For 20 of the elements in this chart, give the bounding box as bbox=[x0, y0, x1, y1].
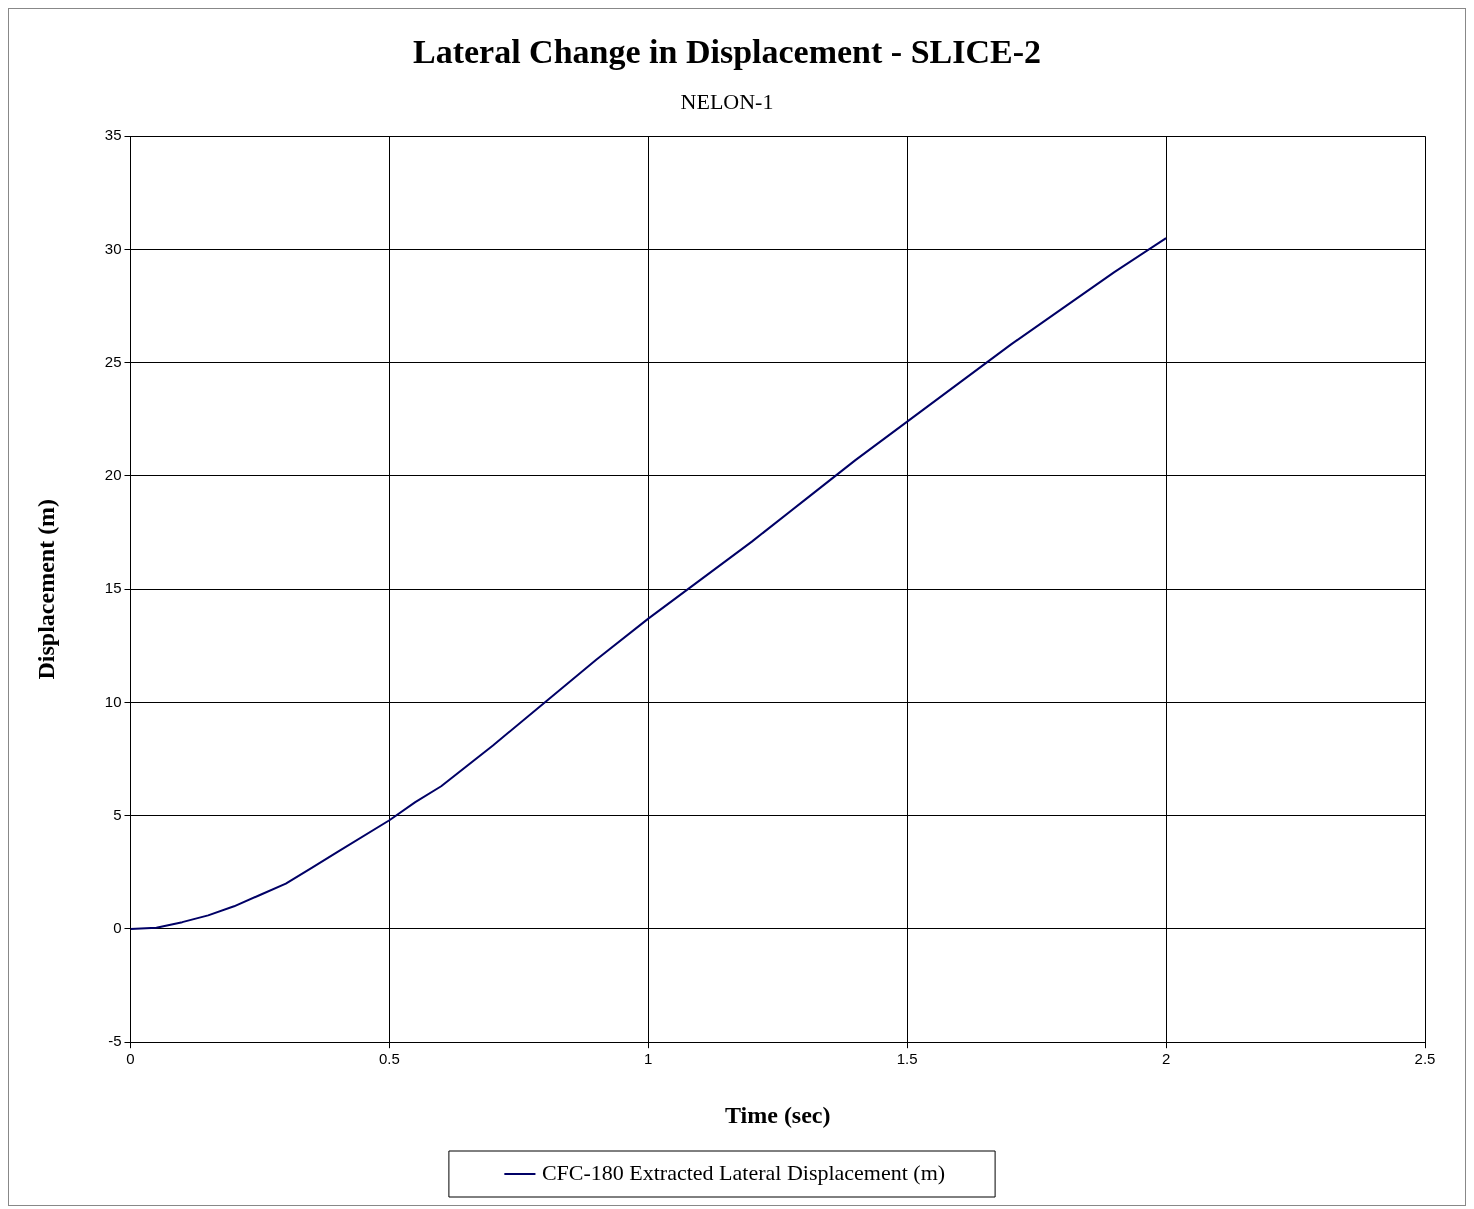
y-tick-label: 10 bbox=[104, 692, 122, 710]
y-tick-label: 25 bbox=[104, 352, 122, 370]
chart-subtitle: NELON-1 bbox=[680, 88, 774, 114]
x-tick-label: 1.5 bbox=[896, 1050, 918, 1068]
x-tick-label: 2.5 bbox=[1414, 1050, 1436, 1068]
x-tick-label: 0.5 bbox=[378, 1050, 400, 1068]
y-tick-label: -5 bbox=[108, 1032, 122, 1050]
y-tick-label: 15 bbox=[104, 579, 122, 597]
y-tick-label: 0 bbox=[113, 919, 122, 937]
x-tick-label: 1 bbox=[644, 1050, 653, 1068]
y-tick-label: 20 bbox=[104, 466, 122, 484]
x-axis-title: Time (sec) bbox=[724, 1101, 831, 1128]
x-tick-label: 2 bbox=[1161, 1050, 1171, 1068]
x-tick-label: 0 bbox=[126, 1050, 135, 1068]
y-tick-label: 35 bbox=[104, 126, 122, 144]
y-tick-label: 30 bbox=[104, 239, 122, 257]
chart-title: Lateral Change in Displacement - SLICE-2 bbox=[412, 33, 1042, 71]
legend-label: CFC-180 Extracted Lateral Displacement (m) bbox=[541, 1159, 946, 1185]
y-tick-label: 5 bbox=[113, 805, 122, 823]
y-axis-title: Displacement (m) bbox=[32, 498, 59, 680]
